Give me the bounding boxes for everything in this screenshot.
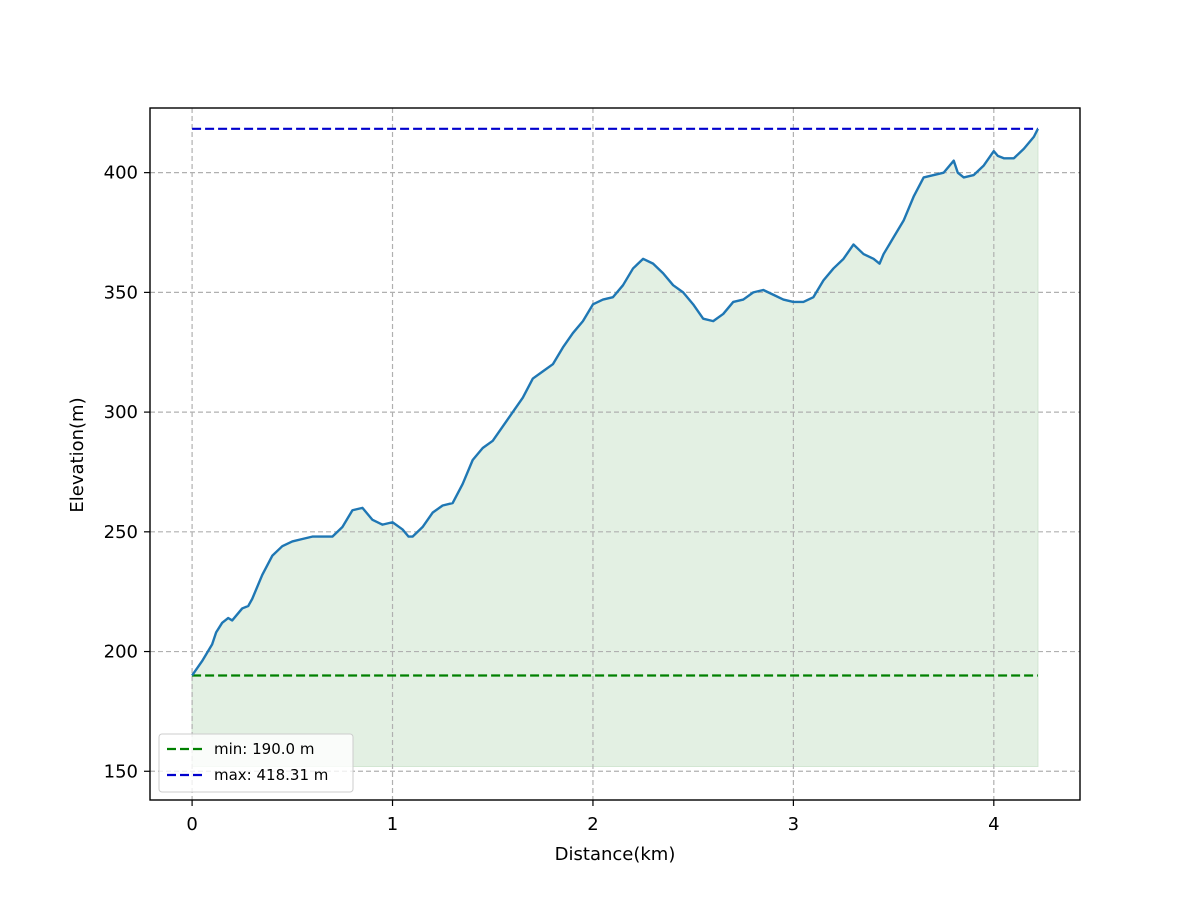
x-axis-label: Distance(km) [555,844,676,865]
y-tick-label: 350 [104,282,138,303]
x-tick-label: 1 [387,814,398,835]
legend-label: min: 190.0 m [214,740,314,758]
y-tick-label: 300 [104,402,138,423]
x-tick-label: 0 [186,814,197,835]
y-tick-label: 150 [104,761,138,782]
y-axis-label: Elevation(m) [67,397,88,512]
x-tick-label: 3 [788,814,799,835]
y-tick-label: 250 [104,522,138,543]
y-tick-label: 400 [104,163,138,184]
plot-frame [149,107,1081,801]
legend-label: max: 418.31 m [214,766,328,784]
elevation-profile-line [191,128,1039,677]
y-tick-label: 200 [104,642,138,663]
x-tick-label: 2 [587,814,598,835]
legend-box [158,733,354,793]
x-tick-label: 4 [988,814,999,835]
